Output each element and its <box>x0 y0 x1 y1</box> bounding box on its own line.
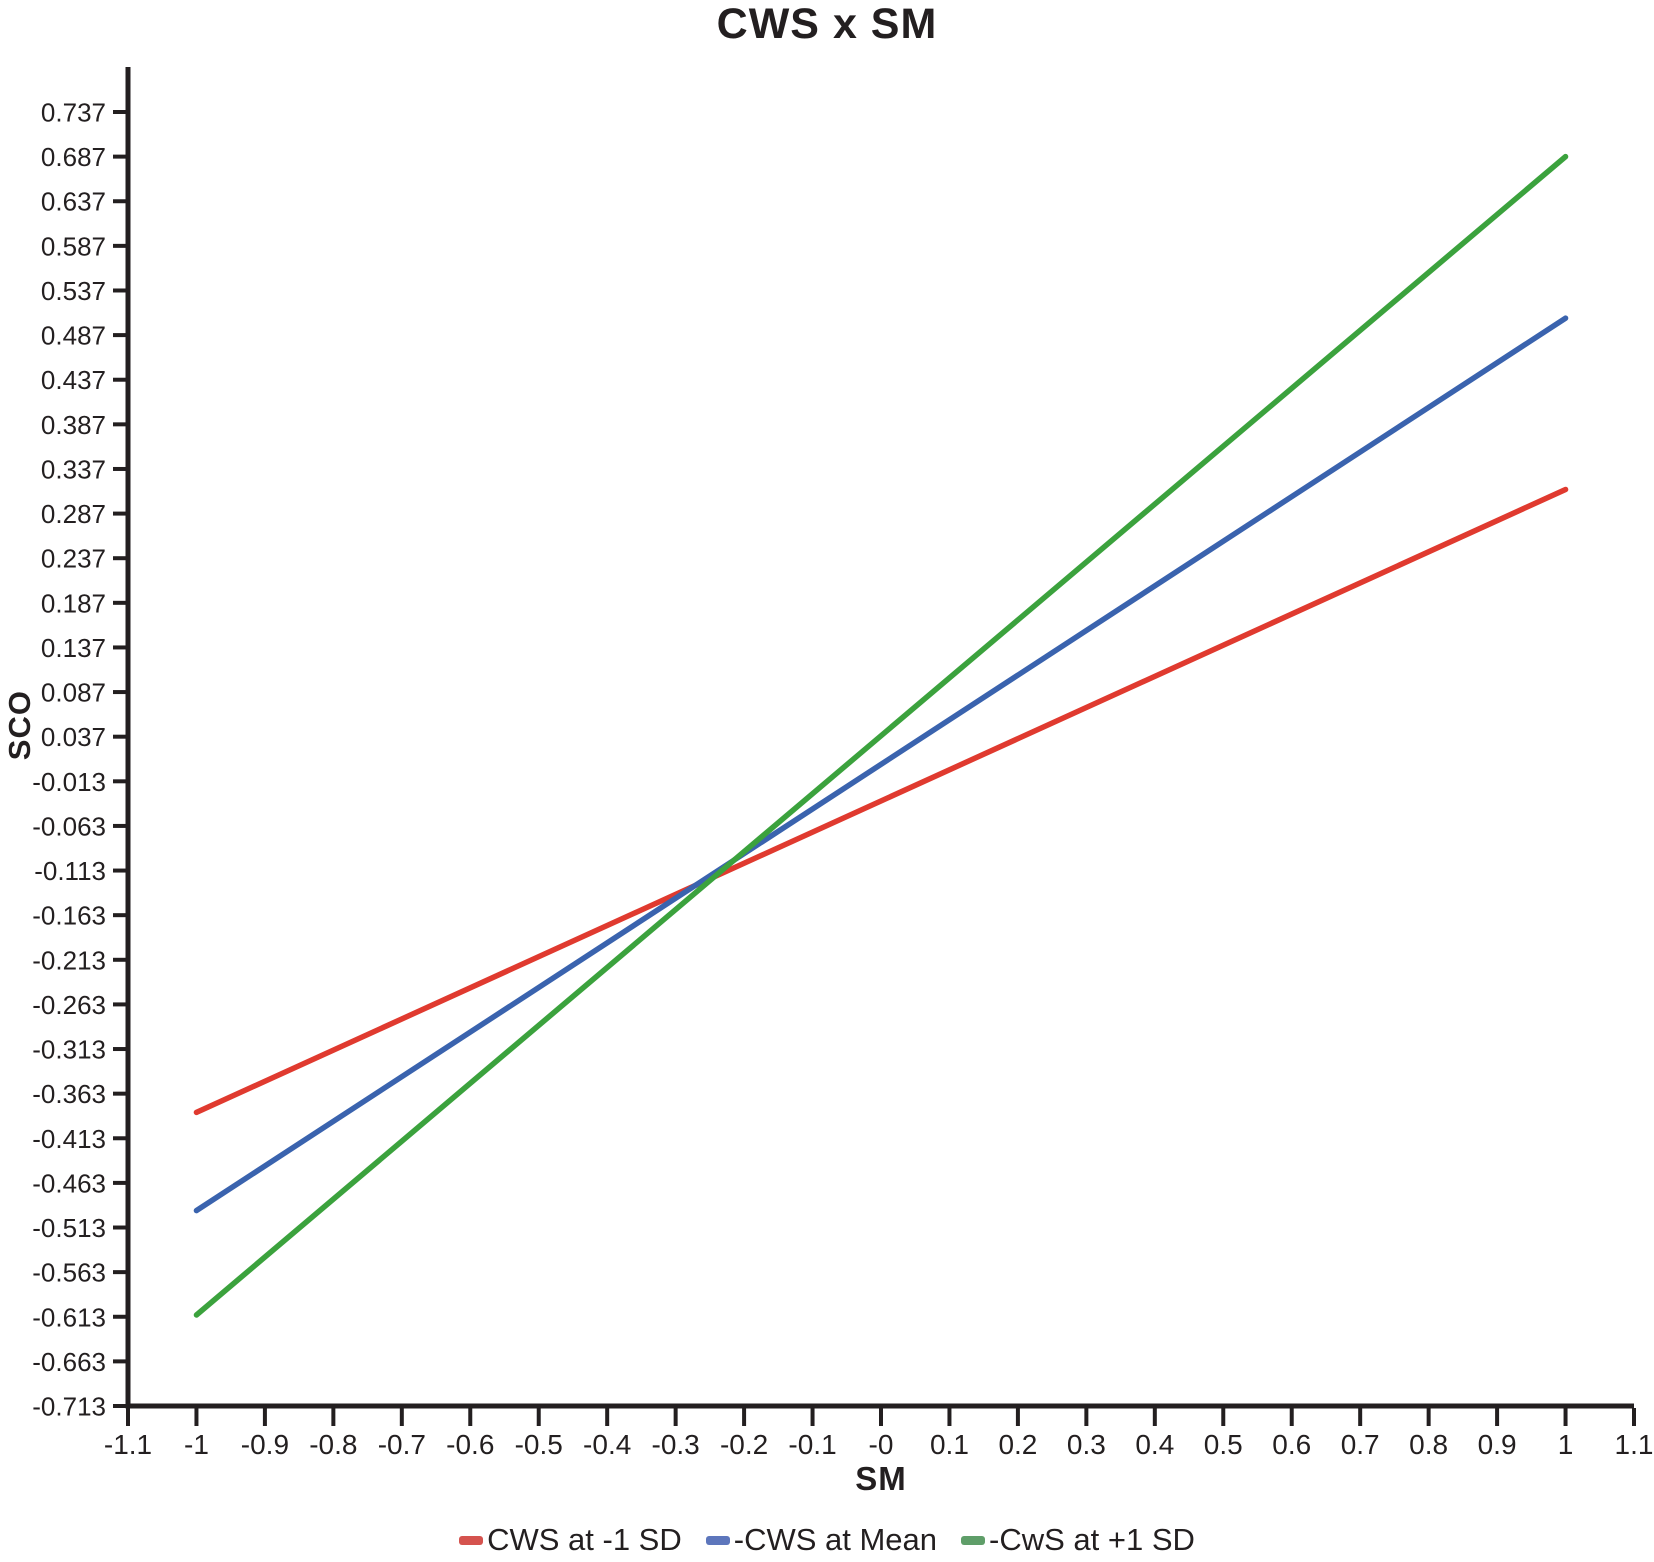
x-tick-label: 0.8 <box>1409 1429 1448 1460</box>
y-tick-label: 0.187 <box>41 588 106 618</box>
y-tick-label: 0.437 <box>41 365 106 395</box>
x-tick-label: -0.6 <box>446 1429 494 1460</box>
y-tick-label: -0.113 <box>34 856 106 886</box>
y-tick-label: 0.137 <box>41 633 106 663</box>
y-tick-label: -0.013 <box>32 767 106 797</box>
y-tick-label: 0.237 <box>41 544 106 574</box>
legend-swatch-icon <box>961 1535 986 1545</box>
y-tick-label: -0.213 <box>32 945 106 975</box>
y-tick-label: 0.287 <box>41 499 106 529</box>
x-tick-label: 0.4 <box>1135 1429 1174 1460</box>
x-tick-label: -0.9 <box>241 1429 289 1460</box>
y-tick-label: 0.537 <box>41 276 106 306</box>
x-tick-label: 1.1 <box>1615 1429 1654 1460</box>
x-tick-label: 0.5 <box>1204 1429 1243 1460</box>
legend: CWS at -1 SD -CWS at Mean -CwS at +1 SD <box>0 1522 1654 1558</box>
x-tick-label: -0.4 <box>583 1429 631 1460</box>
x-tick-label: -0.2 <box>720 1429 768 1460</box>
x-axis-title: SM <box>855 1460 907 1497</box>
chart-title: CWS x SM <box>716 0 938 48</box>
y-tick-label: 0.487 <box>41 321 106 351</box>
y-tick-label: 0.087 <box>41 678 106 708</box>
y-tick-label: 0.637 <box>41 187 106 217</box>
x-tick-label: 1 <box>1558 1429 1574 1460</box>
y-tick-label: 0.587 <box>41 231 106 261</box>
y-tick-label: -0.263 <box>32 990 106 1020</box>
y-tick-label: -0.163 <box>32 901 106 931</box>
y-tick-label: 0.037 <box>41 722 106 752</box>
y-tick-label: 0.337 <box>41 454 106 484</box>
legend-item-1: -CWS at Mean <box>705 1522 938 1558</box>
x-tick-label: -1.1 <box>104 1429 152 1460</box>
x-tick-label: 0.3 <box>1067 1429 1106 1460</box>
series-line-2 <box>193 153 1569 1318</box>
y-tick-label: -0.513 <box>32 1213 106 1243</box>
x-tick-label: -0.5 <box>515 1429 563 1460</box>
y-tick-label: -0.313 <box>32 1035 106 1065</box>
y-tick-label: -0.463 <box>32 1168 106 1198</box>
y-tick-label: -0.663 <box>32 1347 106 1377</box>
y-tick-label: -0.413 <box>32 1124 106 1154</box>
x-tick-label: 0.6 <box>1272 1429 1311 1460</box>
legend-item-2: -CwS at +1 SD <box>961 1522 1195 1558</box>
x-tick-label: -1 <box>184 1429 209 1460</box>
legend-swatch-icon <box>459 1535 484 1545</box>
x-tick-label: -0.3 <box>652 1429 700 1460</box>
y-tick-label: 0.687 <box>41 142 106 172</box>
series-line-0 <box>193 486 1569 1116</box>
y-tick-label: 0.387 <box>41 410 106 440</box>
x-tick-label: -0.1 <box>788 1429 836 1460</box>
x-tick-label: -0.7 <box>378 1429 426 1460</box>
legend-item-0: CWS at -1 SD <box>459 1522 682 1558</box>
x-tick-label: 0.2 <box>998 1429 1037 1460</box>
y-tick-label: -0.363 <box>32 1079 106 1109</box>
y-tick-label: -0.713 <box>32 1392 106 1422</box>
legend-label: -CWS at Mean <box>733 1522 938 1557</box>
x-tick-label: 0.1 <box>930 1429 969 1460</box>
x-tick-label: 0.7 <box>1341 1429 1380 1460</box>
x-tick-label: -0.8 <box>309 1429 357 1460</box>
y-tick-label: 0.737 <box>41 98 106 128</box>
y-tick-label: -0.563 <box>32 1258 106 1288</box>
x-tick-label: -0 <box>869 1429 894 1460</box>
legend-swatch-icon <box>705 1535 730 1545</box>
y-tick-label: -0.063 <box>32 811 106 841</box>
series-line-1 <box>193 315 1569 1214</box>
legend-label: CWS at -1 SD <box>487 1522 682 1557</box>
x-tick-label: 0.9 <box>1478 1429 1517 1460</box>
legend-label: -CwS at +1 SD <box>989 1522 1195 1557</box>
y-tick-label: -0.613 <box>32 1302 106 1332</box>
